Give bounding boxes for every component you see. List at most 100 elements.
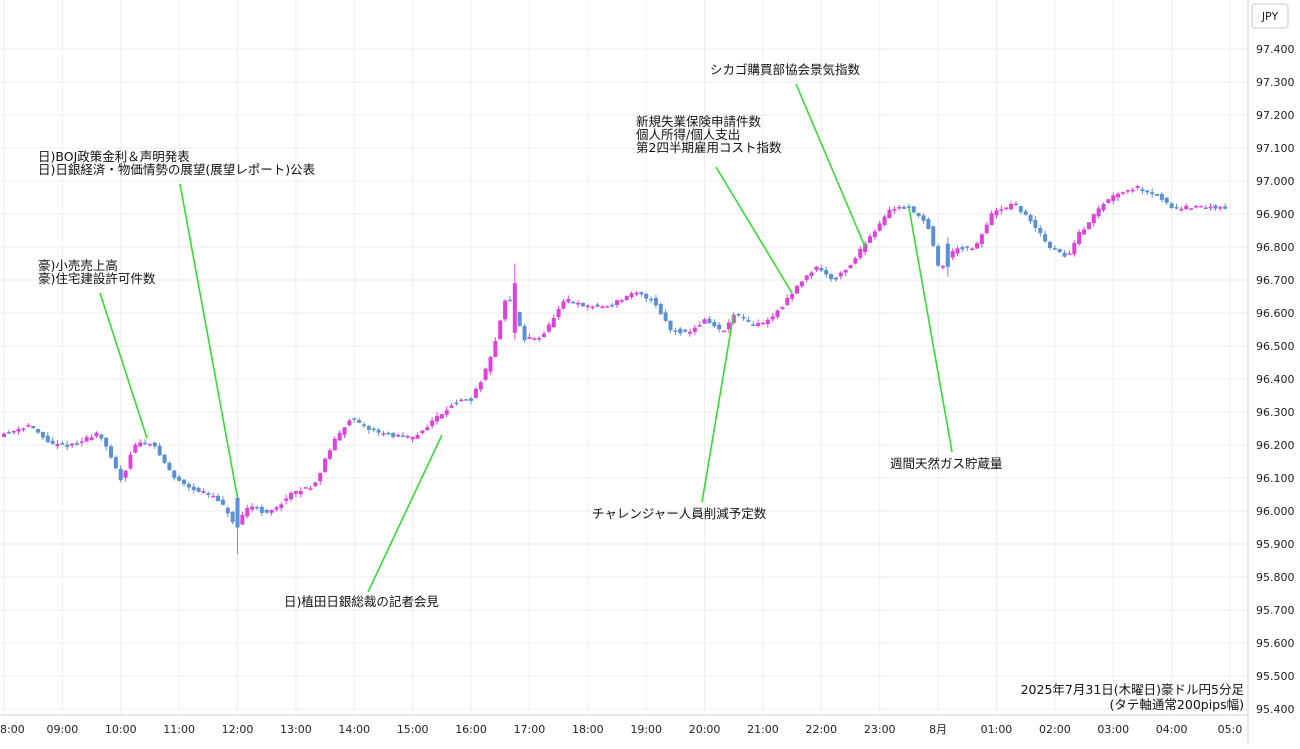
candle-body (396, 434, 401, 437)
candle-body (1164, 197, 1169, 203)
candle-body (347, 420, 352, 426)
candle-body (551, 317, 556, 328)
candle-up (16, 426, 21, 435)
candle-down (50, 437, 55, 445)
candle-body (731, 314, 736, 323)
candle-body (425, 427, 430, 431)
candle-down (371, 426, 376, 433)
candle-body (162, 454, 167, 463)
candle-up (138, 439, 143, 448)
candle-down (172, 470, 177, 481)
candle-up (1067, 250, 1072, 255)
price-axis: 97.400 97.300 97.200 97.100 97.000 96.900 96.8… (1256, 43, 1295, 716)
candle-up (1208, 203, 1213, 211)
candle-body (89, 437, 94, 441)
candle-up (795, 285, 800, 294)
candle-down (167, 461, 172, 472)
candle-body (1077, 232, 1082, 244)
candle-body (814, 266, 819, 271)
candle-body (1140, 189, 1145, 191)
candle-body (795, 285, 800, 294)
candle-body (1057, 249, 1062, 253)
candle-down (522, 324, 527, 343)
candle-down (454, 399, 459, 406)
candle-body (40, 431, 45, 438)
candle-down (936, 243, 941, 267)
candle-body (1189, 208, 1194, 210)
candle-body (1155, 193, 1160, 196)
candle-up (298, 487, 303, 498)
candle-body (36, 429, 41, 433)
candle-body (284, 498, 289, 501)
candle-body (585, 305, 590, 308)
candle-up (274, 505, 279, 512)
candle-body (1223, 206, 1228, 209)
y-tick-label: 95.800 (1256, 571, 1295, 584)
candle-down (206, 491, 211, 498)
candle-up (867, 233, 872, 244)
candle-up (503, 299, 508, 322)
candle-body (522, 325, 527, 340)
y-tick-label: 96.000 (1256, 505, 1295, 518)
candle-body (469, 398, 474, 401)
candle-up (1106, 198, 1111, 204)
candle-body (902, 206, 907, 209)
candle-body (434, 415, 439, 422)
candle-body (726, 322, 731, 330)
candle-body (770, 316, 775, 320)
candle-body (897, 207, 902, 209)
candle-body (225, 507, 230, 514)
candle-up (809, 270, 814, 280)
candle-down (595, 302, 600, 308)
candle-down (196, 486, 201, 493)
candle-up (323, 457, 328, 474)
candle-down (366, 424, 371, 434)
candle-body (157, 445, 162, 456)
candle-down (610, 302, 615, 308)
candle-body (848, 265, 853, 269)
candle-up (1013, 201, 1018, 206)
candle-body (580, 302, 585, 307)
candle-up (687, 328, 692, 337)
candle-body (736, 313, 741, 316)
candle-up (984, 222, 989, 235)
candle-body (756, 323, 761, 326)
candle-body (975, 243, 980, 249)
candle-body (824, 270, 829, 275)
candle-up (1198, 205, 1203, 208)
candle-up (979, 233, 984, 248)
candle-body (104, 437, 109, 447)
candle-body (191, 486, 196, 491)
candle-down (386, 431, 391, 436)
candle-up (804, 274, 809, 283)
candle-body (649, 298, 654, 301)
candle-up (702, 317, 707, 324)
candle-body (1145, 190, 1150, 193)
candle-up (240, 511, 245, 525)
candle-body (1218, 207, 1223, 209)
candle-body (1184, 205, 1189, 210)
candle-body (123, 470, 128, 478)
candle-down (1140, 186, 1145, 195)
candle-body (293, 491, 298, 494)
candle-up (877, 220, 882, 232)
y-tick-label: 96.300 (1256, 406, 1295, 419)
candle-up (211, 492, 216, 498)
candle-down (1213, 204, 1218, 212)
candle-body (717, 324, 722, 330)
candle-body (1169, 203, 1174, 209)
candle-body (775, 310, 780, 317)
candle-body (911, 206, 916, 213)
candle-body (1047, 241, 1052, 248)
candle-body (877, 223, 882, 231)
candle-body (994, 210, 999, 216)
candle-body (542, 333, 547, 338)
candle-body (483, 368, 488, 380)
candle-body (1208, 206, 1213, 209)
candle-down (391, 432, 396, 439)
candle-body (867, 236, 872, 243)
candle-up (473, 386, 478, 399)
candle-up (327, 448, 332, 461)
y-tick-label: 97.100 (1256, 142, 1295, 155)
